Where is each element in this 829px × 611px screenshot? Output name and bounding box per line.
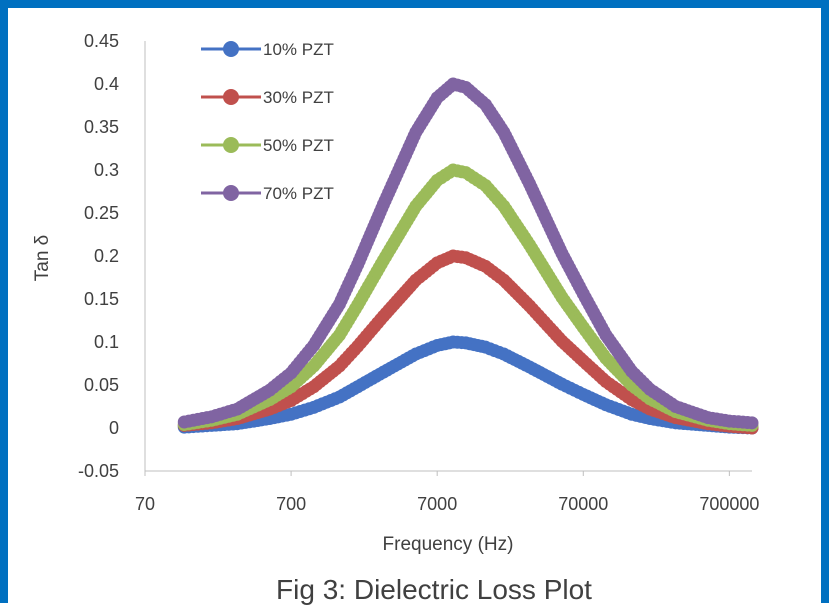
x-tick-label: 70000	[558, 494, 608, 514]
legend-item: 50% PZT	[201, 136, 334, 155]
y-tick-label: 0.4	[94, 74, 119, 94]
x-axis-title: Frequency (Hz)	[383, 534, 514, 555]
y-tick-label: 0.3	[94, 160, 119, 180]
legend-label: 10% PZT	[263, 40, 334, 59]
legend-label: 50% PZT	[263, 136, 334, 155]
y-tick-label: 0	[109, 418, 119, 438]
x-tick-label: 700	[276, 494, 306, 514]
legend-item: 10% PZT	[201, 40, 334, 59]
legend-label: 70% PZT	[263, 184, 334, 203]
axes	[144, 41, 752, 472]
y-tick-label: 0.05	[84, 375, 119, 395]
y-tick-label: 0.2	[94, 246, 119, 266]
legend-marker	[223, 137, 239, 153]
y-tick-label: 0.15	[84, 289, 119, 309]
series-3	[177, 163, 759, 432]
legend: 10% PZT 30% PZT 50% PZT 70% PZT	[201, 40, 334, 203]
legend-marker	[223, 41, 239, 57]
legend-item: 30% PZT	[201, 88, 334, 107]
y-axis-title: Tan δ	[32, 235, 53, 282]
figure-caption: Fig 3: Dielectric Loss Plot	[276, 574, 592, 605]
y-tick-label: -0.05	[78, 461, 119, 481]
y-tick-label: 0.25	[84, 203, 119, 223]
legend-label: 30% PZT	[263, 88, 334, 107]
series-layer	[177, 77, 759, 435]
dielectric-loss-chart: -0.05 0 0.05 0.1 0.15 0.2 0.25 0.3 0.35 0.4 0.45 7…	[32, 31, 759, 605]
y-tick-label: 0.1	[94, 332, 119, 352]
x-ticks: 70 700 7000 70000 700000	[135, 471, 759, 514]
series-4	[177, 77, 759, 430]
y-tick-label: 0.45	[84, 31, 119, 51]
legend-item: 70% PZT	[201, 184, 334, 203]
y-tick-label: 0.35	[84, 117, 119, 137]
series-marker	[740, 415, 754, 429]
legend-marker	[223, 185, 239, 201]
y-ticks: -0.05 0 0.05 0.1 0.15 0.2 0.25 0.3 0.35 0.4 0.45	[78, 31, 119, 481]
x-tick-label: 70	[135, 494, 155, 514]
legend-marker	[223, 89, 239, 105]
x-tick-label: 700000	[699, 494, 759, 514]
x-tick-label: 7000	[417, 494, 457, 514]
